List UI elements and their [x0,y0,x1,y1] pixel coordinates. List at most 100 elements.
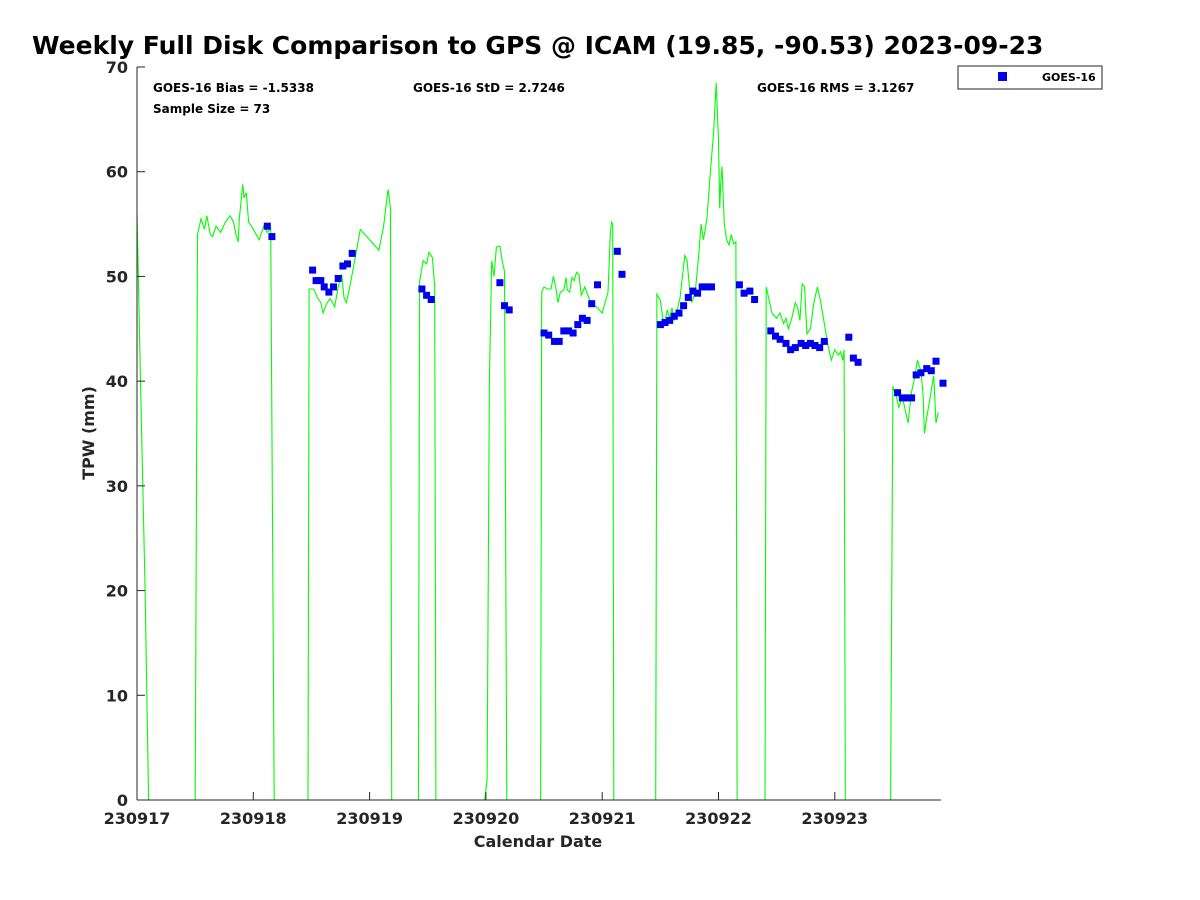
stat-std: GOES-16 StD = 2.7246 [413,81,565,95]
goes16-point [908,394,916,402]
goes16-point [684,293,692,301]
y-ticks: 0 10 20 30 40 50 60 70 [106,58,145,810]
goes16-point [854,358,862,366]
y-tick-label: 0 [117,791,128,810]
goes16-point [418,285,426,293]
goes16-point [666,316,674,324]
y-axis-label: TPW (mm) [79,386,98,480]
y-tick-label: 10 [106,686,128,705]
goes16-point [735,281,743,289]
goes16-point [334,275,342,282]
stat-bias: GOES-16 Bias = -1.5338 [153,81,314,95]
y-tick-label: 40 [106,372,128,391]
x-tick-label: 230922 [685,809,752,828]
x-tick-label: 230921 [569,809,636,828]
goes16-point [820,337,828,345]
goes16-point [656,321,664,329]
goes16-point [505,306,513,314]
stat-rms: GOES-16 RMS = 3.1267 [757,81,914,95]
goes16-point [545,331,553,339]
goes16-point [675,309,683,317]
x-ticks: 230917 230918 230919 230920 230921 230922 2309… [104,792,868,828]
legend-label: GOES-16 [1042,71,1096,84]
x-tick-label: 230918 [220,809,287,828]
green-line-segment [194,184,275,801]
goes16-point [501,302,508,310]
goes16-point [555,337,563,345]
goes16-point [588,300,596,308]
goes16-point [811,342,819,349]
x-tick-label: 230917 [104,809,171,828]
goes16-point [320,283,328,291]
goes16-point [325,288,333,296]
goes16-point [661,319,669,326]
axes [136,67,941,801]
goes16-point [551,337,558,345]
goes16-point [939,379,947,387]
green-line-segment [307,189,393,801]
goes16-point [740,289,748,297]
goes16-point [618,270,626,278]
goes16-point [263,222,271,230]
goes16-point [849,354,857,362]
goes16-point [348,249,356,257]
goes16-point [751,296,759,303]
y-tick-label: 50 [106,267,128,286]
plot-area [137,67,941,800]
goes16-point [496,279,504,287]
goes16-point [312,277,320,285]
legend-box [957,65,1103,90]
y-tick-label: 60 [106,163,128,182]
goes16-point [772,332,779,340]
x-tick-label: 230919 [336,809,403,828]
goes16-point [427,296,435,303]
goes16-point [565,327,572,335]
goes16-point [767,327,775,335]
goes16-point [694,289,702,297]
goes16-point [344,260,351,268]
goes16-point [268,233,276,241]
goes16-point [583,316,591,324]
goes16-point [423,291,431,299]
green-line-segment [484,245,508,801]
goes16-point [898,394,906,402]
goes16-point [932,357,940,365]
goes16-point [613,247,621,255]
goes16-point [927,367,935,375]
goes16-point [569,329,577,337]
goes16-point [330,283,337,291]
goes16-point [574,321,582,329]
goes16-point [894,389,902,397]
goes16-point [816,344,824,352]
goes16-point [802,342,810,349]
chart-title: Weekly Full Disk Comparison to GPS @ ICA… [32,31,1043,60]
goes16-point [540,329,548,337]
y-tick-label: 20 [106,582,128,601]
goes16-series [263,222,947,402]
goes16-point [797,339,805,347]
goes16-point [703,283,711,291]
green-line-segment [540,220,615,801]
goes16-point [698,283,706,291]
goes16-point [912,371,920,379]
goes16-point [680,302,688,310]
goes16-point [845,333,853,341]
goes16-point [578,314,586,322]
green-line-segment [417,250,437,801]
green-line-segment [890,360,939,801]
goes16-point [339,262,347,270]
x-tick-label: 230923 [801,809,868,828]
goes16-point [806,339,814,347]
goes16-point [670,312,678,320]
goes16-point [309,266,317,274]
legend-marker [998,72,1007,81]
x-axis-label: Calendar Date [474,832,603,851]
goes16-point [791,344,799,352]
green-line-segment [764,282,846,801]
goes16-point [782,339,790,347]
goes16-point [594,281,601,289]
stat-sample-size: Sample Size = 73 [153,102,270,116]
goes16-point [917,369,925,377]
x-tick-label: 230920 [453,809,520,828]
